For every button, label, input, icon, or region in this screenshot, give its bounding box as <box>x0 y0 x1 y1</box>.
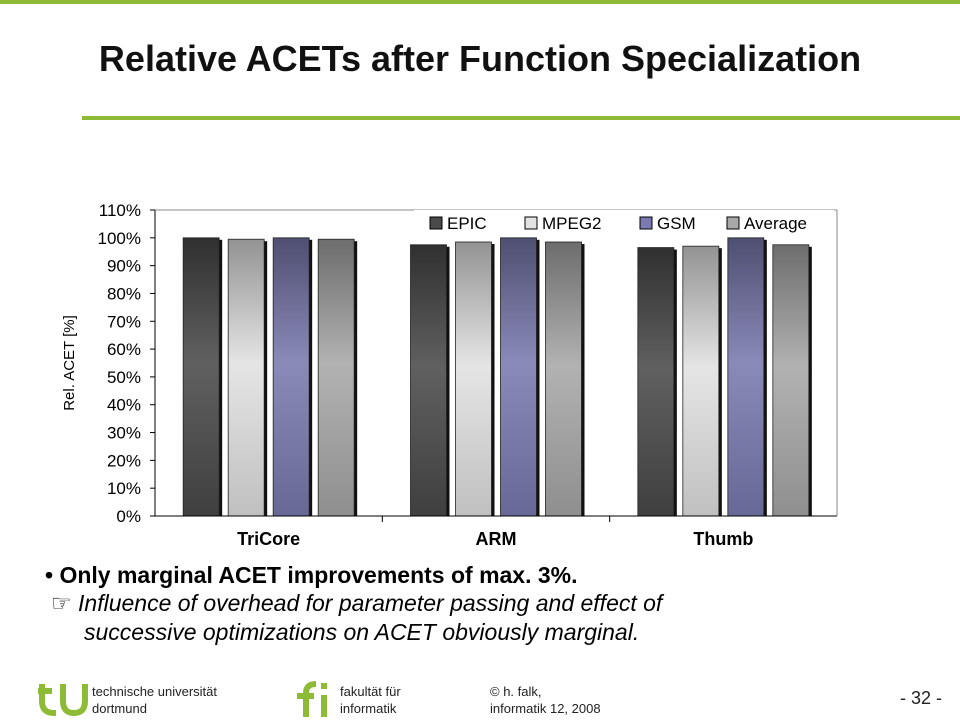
bullet-main: • Only marginal ACET improvements of max… <box>45 562 578 588</box>
bullet-sub-line2: successive optimizations on ACET obvious… <box>84 619 640 645</box>
legend-label-gsm: GSM <box>657 214 696 233</box>
y-tick-label: 50% <box>107 368 141 387</box>
legend-box <box>414 210 834 236</box>
bullet-list: • Only marginal ACET improvements of max… <box>45 562 662 647</box>
bar-thumb-average <box>772 244 810 517</box>
bar-tricore-average <box>317 238 355 517</box>
bar-tricore-epic <box>182 237 220 517</box>
legend-swatch-average <box>726 216 740 230</box>
legend-swatch-gsm <box>639 216 653 230</box>
legend-label-epic: EPIC <box>447 214 487 233</box>
y-tick-label: 90% <box>107 257 141 276</box>
bar-thumb-gsm <box>727 237 765 517</box>
legend-label-average: Average <box>744 214 807 233</box>
bullet-main-text: Only marginal ACET improvements of max. … <box>59 562 578 588</box>
bar-arm-gsm <box>500 237 537 517</box>
slide-title: Relative ACETs after Function Specializa… <box>98 38 862 79</box>
x-label-thumb: Thumb <box>693 529 753 549</box>
title-underline <box>82 116 960 120</box>
x-label-tricore: TriCore <box>237 529 300 549</box>
bar-arm-mpeg2 <box>455 241 492 517</box>
y-tick-label: 110% <box>99 201 141 220</box>
y-tick-label: 30% <box>107 424 141 443</box>
y-tick-label: 80% <box>107 284 141 303</box>
fi-logo <box>297 681 327 717</box>
bullet-sub: ☞ Influence of overhead for parameter pa… <box>51 589 662 647</box>
y-tick-label: 20% <box>107 451 141 470</box>
university-name-line2: dortmund <box>92 701 147 716</box>
top-accent-line <box>0 0 960 4</box>
bar-thumb-epic <box>637 247 675 517</box>
tu-logo <box>38 684 88 717</box>
legend-swatch-epic <box>429 216 443 230</box>
bar-thumb-mpeg2 <box>682 245 720 517</box>
bullet-sub-line1: Influence of overhead for parameter pass… <box>78 590 663 616</box>
page-number: - 32 - <box>899 688 942 708</box>
legend-label-mpeg2: MPEG2 <box>542 214 602 233</box>
footer: technische universität dortmund fakultät… <box>0 676 960 720</box>
bar-tricore-mpeg2 <box>227 238 265 517</box>
hand-pointer-icon: ☞ <box>51 590 72 616</box>
y-axis-label: Rel. ACET [%] <box>61 315 78 411</box>
author-line1: © h. falk, <box>490 684 542 699</box>
legend-swatch-mpeg2 <box>524 216 538 230</box>
bar-arm-average <box>545 241 582 517</box>
y-tick-label: 10% <box>107 479 141 498</box>
y-tick-label: 70% <box>107 312 141 331</box>
y-tick-label: 100% <box>98 229 141 248</box>
bar-arm-epic <box>410 244 447 517</box>
faculty-line1: fakultät für <box>340 684 401 699</box>
y-tick-label: 60% <box>107 340 141 359</box>
university-name-line1: technische universität <box>92 684 218 699</box>
author-line2: informatik 12, 2008 <box>490 701 601 716</box>
bar-tricore-gsm <box>272 237 310 517</box>
faculty-line2: informatik <box>340 701 397 716</box>
x-label-arm: ARM <box>476 529 517 549</box>
y-tick-label: 0% <box>116 507 141 526</box>
y-tick-label: 40% <box>107 396 141 415</box>
